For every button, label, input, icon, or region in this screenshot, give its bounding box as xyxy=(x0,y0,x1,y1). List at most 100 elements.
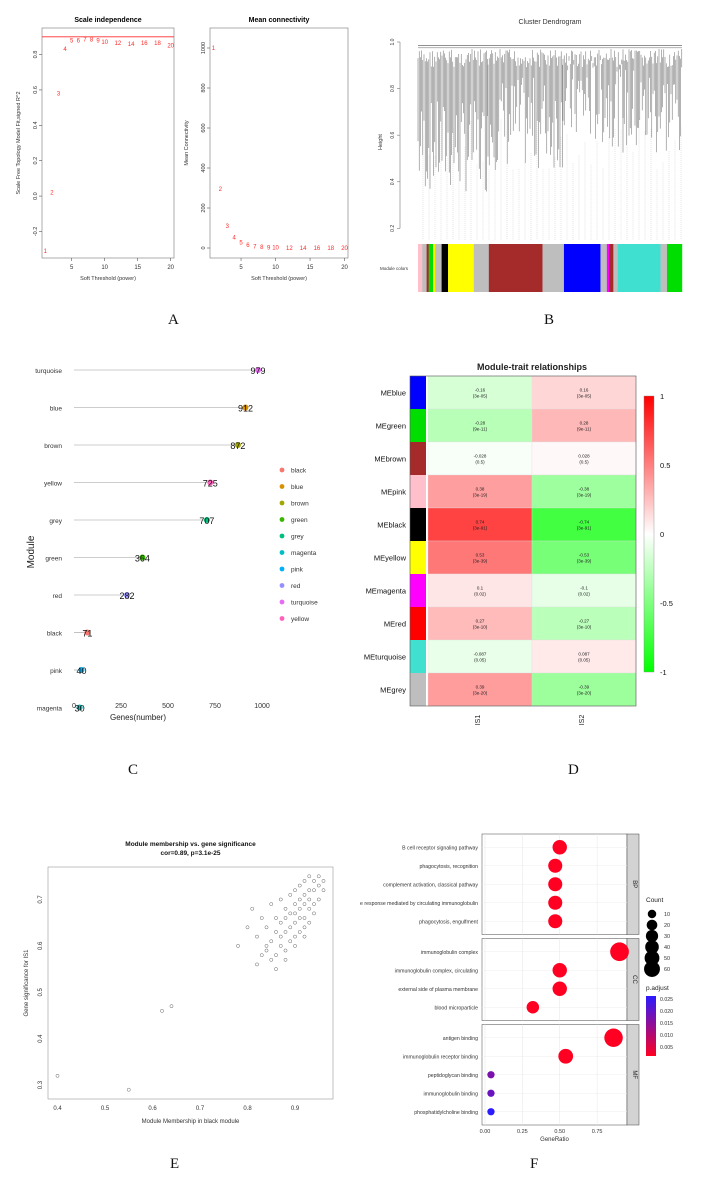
e-gene-point xyxy=(297,883,302,888)
c-legend-label: red xyxy=(291,583,301,590)
a-ylabel-2: Mean Connectivity xyxy=(184,120,190,165)
d-heatmap-cell xyxy=(531,375,637,410)
a-ylabel-1: Scale Free Topology Model Fit,signed R^2 xyxy=(16,91,22,194)
e-title: Module membership vs. gene significance xyxy=(125,841,256,848)
e-gene-point xyxy=(264,944,269,948)
d-cell-pvalue: (0.05) xyxy=(578,658,590,663)
d-colorbar-tick-label: 1 xyxy=(660,392,664,401)
d-row-label: MEred xyxy=(384,620,406,629)
panel-label-a: A xyxy=(168,312,179,328)
d-heatmap-frame xyxy=(409,375,637,707)
d-cell-value: 0.028 xyxy=(578,454,590,459)
d-cell-pvalue: (3e-39) xyxy=(473,559,488,564)
a-ytick-label-1: 0.8 xyxy=(33,51,39,59)
a-power-point-1: 14 xyxy=(128,42,135,48)
e-gene-point xyxy=(274,967,278,971)
c-legend-label: blue xyxy=(291,484,304,491)
e-gene-point xyxy=(274,930,278,934)
a-title-2: Mean connectivity xyxy=(249,17,310,24)
f-xtick-label: 0.25 xyxy=(517,1129,528,1135)
d-row-color-swatch xyxy=(410,475,426,508)
a-ytick-label-2: 600 xyxy=(201,123,207,132)
a-xtick-label-2: 20 xyxy=(341,265,348,271)
e-gene-point xyxy=(312,888,316,893)
b-module-color-block xyxy=(666,244,683,292)
c-value-label: 71 xyxy=(82,629,92,639)
c-lollipop-point xyxy=(139,554,146,561)
f-term-label: immunoglobulin complex, circulating xyxy=(395,968,478,974)
e-gene-point xyxy=(283,906,288,911)
panel-e-chart: Module membership vs. gene significance c… xyxy=(24,841,334,1125)
d-row-color-swatch xyxy=(410,673,426,706)
e-gene-point xyxy=(302,934,307,939)
b-title: Cluster Dendrogram xyxy=(518,19,581,26)
e-gene-point xyxy=(259,953,264,958)
e-gene-point xyxy=(302,916,307,920)
e-gene-point xyxy=(278,920,283,925)
a-power-point-2: 7 xyxy=(253,244,257,250)
e-gene-point xyxy=(312,879,316,883)
d-row-color-swatch xyxy=(410,574,426,607)
c-xtick-label: 500 xyxy=(162,703,174,710)
e-gene-point xyxy=(297,906,302,911)
c-legend-label: magenta xyxy=(291,550,317,557)
e-ytick-label: 0.3 xyxy=(38,1080,44,1089)
d-heatmap-cell xyxy=(531,507,637,542)
e-gene-point xyxy=(274,953,278,958)
d-column-label: IS1 xyxy=(475,715,482,726)
c-value-label: 282 xyxy=(120,591,135,601)
f-term-dot xyxy=(548,914,563,929)
d-cell-pvalue: (0.02) xyxy=(474,592,486,597)
b-ytick-label: 1.0 xyxy=(390,38,396,45)
e-gene-point xyxy=(278,934,283,939)
a-power-point-1: 4 xyxy=(63,47,67,53)
a-power-point-2: 3 xyxy=(226,224,230,230)
f-count-legend-dot xyxy=(644,961,660,977)
panel-label-f: F xyxy=(530,1156,539,1172)
a-xtick-label-1: 10 xyxy=(101,265,108,271)
e-plot-frame xyxy=(47,866,334,1100)
f-term-label: humoral immune response mediated by circ… xyxy=(360,901,478,907)
a-power-point-1: 20 xyxy=(167,44,174,50)
e-gene-point xyxy=(126,1087,131,1092)
d-colorbar-tick-label: 0 xyxy=(660,530,664,539)
e-gene-point xyxy=(307,888,312,893)
c-xtick-label: 1000 xyxy=(254,703,270,710)
d-cell-pvalue: (0.5) xyxy=(475,460,485,465)
c-xtick-label: 0 xyxy=(72,703,76,710)
e-gene-point xyxy=(297,916,302,920)
e-gene-point xyxy=(307,920,312,925)
d-cell-pvalue: (0.05) xyxy=(474,658,486,663)
a-ytick-label-2: 800 xyxy=(201,83,207,92)
f-facet-strip xyxy=(626,938,640,1021)
b-row-label: Module colors xyxy=(380,266,409,271)
b-module-color-block xyxy=(435,244,442,292)
d-colorbar xyxy=(643,395,655,673)
c-legend-key xyxy=(279,467,285,473)
a-xtick-label-1: 20 xyxy=(167,265,174,271)
a-ytick-label-1: 0.2 xyxy=(33,157,39,165)
d-cell-value: -0.28 xyxy=(475,421,486,426)
d-row-label: MEgreen xyxy=(376,422,406,431)
e-xtick-label: 0.8 xyxy=(243,1106,252,1112)
c-xtick-label: 750 xyxy=(209,703,221,710)
f-term-dot xyxy=(487,1089,495,1097)
f-count-legend-title: Count xyxy=(646,897,664,904)
c-value-label: 364 xyxy=(135,554,150,564)
e-ytick-label: 0.4 xyxy=(38,1034,44,1043)
d-cell-pvalue: (3e-39) xyxy=(577,559,592,564)
d-row-color-swatch xyxy=(410,640,426,673)
a-power-point-2: 16 xyxy=(314,246,321,252)
f-xtick-label: 0.00 xyxy=(480,1129,491,1135)
f-xtick-label: 0.50 xyxy=(554,1129,565,1135)
a-power-point-2: 9 xyxy=(267,245,271,251)
e-gene-point xyxy=(269,957,274,962)
e-gene-point xyxy=(160,1008,164,1013)
e-gene-point xyxy=(302,902,307,906)
b-dendrogram-tree xyxy=(417,47,682,192)
a-power-point-1: 18 xyxy=(154,41,161,47)
e-gene-point xyxy=(278,944,283,948)
e-subtitle: cor=0.89, p=3.1e-25 xyxy=(161,850,221,857)
d-cell-pvalue: (3e-20) xyxy=(577,691,592,696)
f-term-label: complement activation, classical pathway xyxy=(383,882,478,888)
